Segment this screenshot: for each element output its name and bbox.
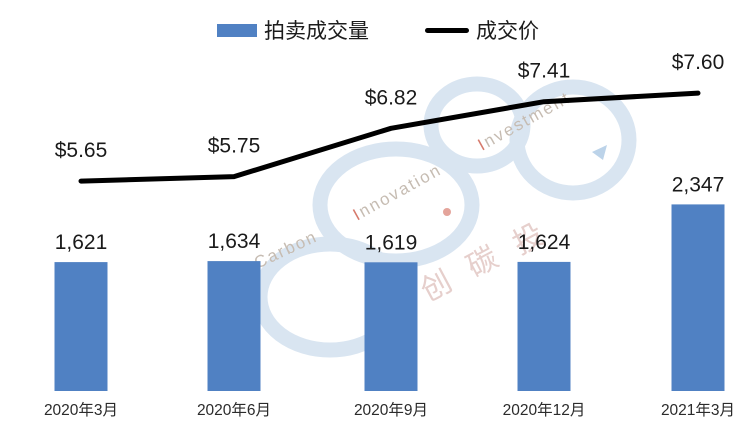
price-line xyxy=(78,90,701,184)
chart-legend: 拍卖成交量 成交价 xyxy=(0,15,756,45)
bar-label-1: 1,634 xyxy=(208,230,261,253)
watermark-cjk-text: 创 xyxy=(416,265,458,308)
category-label-1: 2020年6月 xyxy=(197,401,271,419)
category-label-2: 2020年9月 xyxy=(354,401,428,419)
category-label-4: 2021年3月 xyxy=(661,401,735,419)
bar-label-4: 2,347 xyxy=(672,173,725,196)
watermark-ring-icon xyxy=(509,79,637,201)
bar-2 xyxy=(364,262,418,391)
watermark-arrow-icon xyxy=(592,145,607,160)
legend-item-price: 成交价 xyxy=(425,15,539,45)
price-label-1: $5.75 xyxy=(208,135,261,158)
bar-label-0: 1,621 xyxy=(55,231,108,254)
bar-4 xyxy=(671,204,725,391)
bar-3 xyxy=(517,261,571,391)
price-label-0: $5.65 xyxy=(55,139,108,162)
bar-1 xyxy=(207,261,261,391)
category-label-0: 2020年3月 xyxy=(44,401,118,419)
watermark-ring-icon xyxy=(312,141,480,269)
price-label-2: $6.82 xyxy=(365,86,418,109)
price-label-3: $7.41 xyxy=(518,60,571,83)
legend-line-swatch-icon xyxy=(425,27,469,33)
bar-label-2: 1,619 xyxy=(365,231,418,254)
watermark-dot-icon xyxy=(443,208,451,216)
price-label-4: $7.60 xyxy=(672,51,725,74)
bar-0 xyxy=(54,262,108,391)
legend-bar-swatch-icon xyxy=(217,23,257,37)
watermark-cjk-text: 碳 xyxy=(462,241,504,284)
bar-label-3: 1,624 xyxy=(518,231,571,254)
legend-volume-label: 拍卖成交量 xyxy=(264,20,369,43)
legend-price-label: 成交价 xyxy=(476,20,539,43)
category-label-3: 2020年12月 xyxy=(503,401,586,419)
watermark-brand-text: Innovation xyxy=(350,160,445,224)
legend-item-volume: 拍卖成交量 xyxy=(217,15,369,45)
